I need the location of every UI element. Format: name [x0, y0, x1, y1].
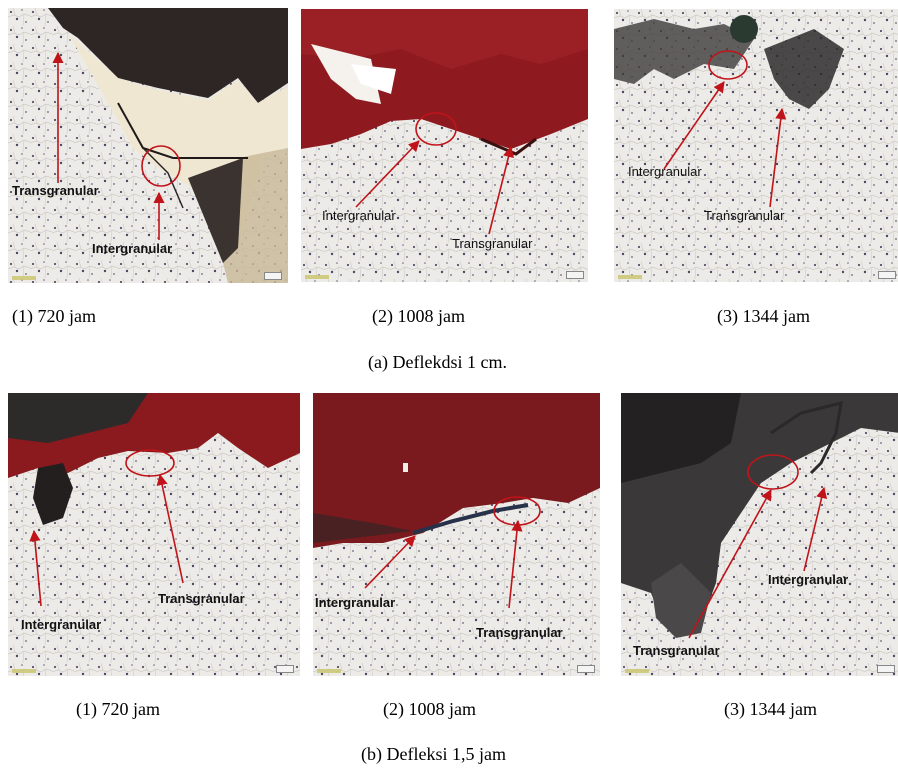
arrow-transgranular — [488, 145, 514, 235]
label-intergranular: Intergranular — [315, 595, 396, 610]
micrograph-b1: Transgranular Intergranular — [8, 393, 300, 676]
label-transgranular: Transgranular — [12, 183, 99, 198]
scale-bar — [264, 272, 282, 280]
crack-region-circle — [125, 449, 175, 477]
micrograph-a1-image — [8, 8, 288, 283]
arrow-transgranular — [508, 519, 523, 609]
microscope-watermark — [625, 669, 649, 673]
figure-caption-a: (a) Deflekdsi 1 cm. — [368, 352, 507, 372]
micrograph-b2: Intergranular Transgranular — [313, 393, 600, 676]
micrograph-a2: Intergranular Transgranular — [301, 9, 588, 282]
arrow-intergranular — [803, 486, 828, 572]
scale-bar — [877, 665, 895, 673]
microscope-watermark — [305, 275, 329, 279]
caption-a2: (2) 1008 jam — [372, 306, 465, 326]
arrow-transgranular — [769, 107, 787, 208]
crack-region-circle — [141, 145, 181, 187]
caption-b1: (1) 720 jam — [76, 699, 160, 719]
microscope-watermark — [317, 669, 341, 673]
microscope-watermark — [618, 275, 642, 279]
arrow-transgranular — [688, 489, 772, 639]
arrow-intergranular — [364, 535, 416, 589]
scale-bar — [276, 665, 294, 673]
crack-region-circle — [415, 112, 457, 146]
caption-b2: (2) 1008 jam — [383, 699, 476, 719]
micrograph-a1: Transgranular Intergranular — [8, 8, 288, 283]
label-intergranular: Intergranular — [628, 164, 702, 179]
caption-a3: (3) 1344 jam — [717, 306, 810, 326]
arrow-intergranular — [355, 140, 420, 208]
micrograph-b2-image — [313, 393, 600, 676]
label-transgranular: Transgranular — [704, 208, 785, 223]
micrograph-b3-image — [621, 393, 898, 676]
arrow-intergranular — [29, 529, 42, 607]
scale-bar — [566, 271, 584, 279]
scale-bar — [577, 665, 595, 673]
label-transgranular: Transgranular — [452, 236, 533, 251]
micrograph-b3: Intergranular Transgranular — [621, 393, 898, 676]
micrograph-a3: Intergranular Transgranular — [614, 9, 898, 282]
scale-bar — [878, 271, 896, 279]
label-intergranular: Intergranular — [322, 208, 396, 223]
caption-b3: (3) 1344 jam — [724, 699, 817, 719]
label-transgranular: Transgranular — [158, 591, 245, 606]
caption-a1: (1) 720 jam — [12, 306, 96, 326]
arrow-intergranular — [663, 81, 725, 170]
microscope-watermark — [12, 669, 36, 673]
micrograph-a3-image — [614, 9, 898, 282]
arrow-transgranular — [156, 473, 184, 584]
microscope-watermark — [12, 276, 36, 280]
micrograph-a2-image — [301, 9, 588, 282]
crack-region-circle — [747, 454, 799, 490]
figure-caption-b: (b) Defleksi 1,5 jam — [361, 744, 506, 764]
label-intergranular: Intergranular — [92, 241, 173, 256]
label-transgranular: Transgranular — [476, 625, 563, 640]
label-transgranular: Transgranular — [633, 643, 720, 658]
label-intergranular: Intergranular — [768, 572, 849, 587]
micrograph-b1-image — [8, 393, 300, 676]
label-intergranular: Intergranular — [21, 617, 102, 632]
crack-region-circle — [708, 50, 748, 80]
